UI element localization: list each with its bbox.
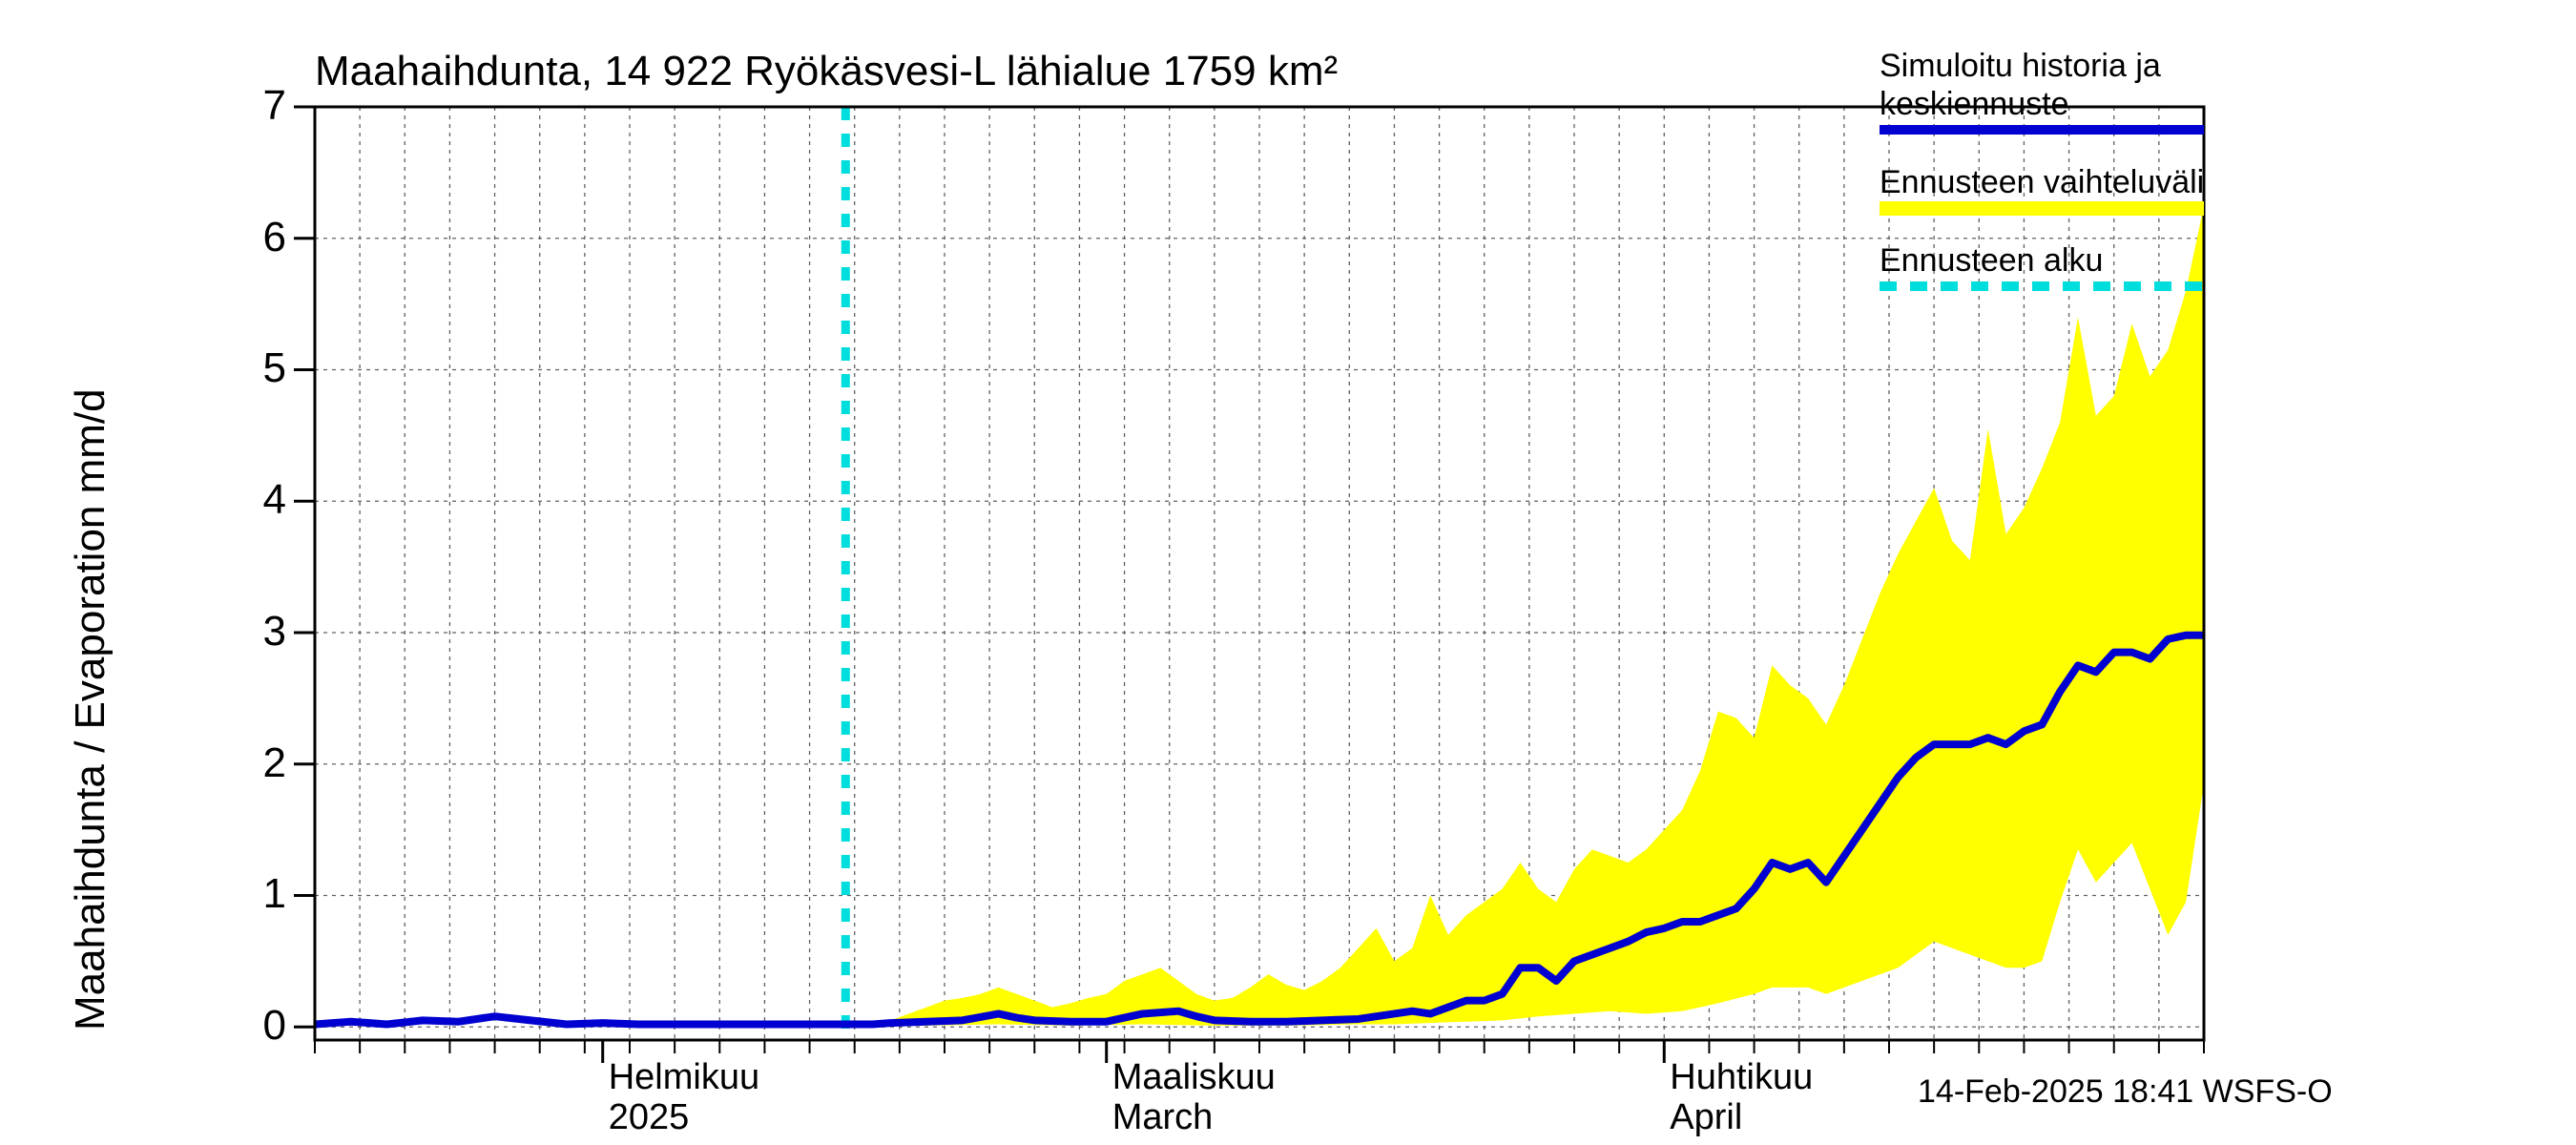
ytick-label: 4 [239, 476, 286, 524]
ytick-label: 7 [239, 82, 286, 130]
ytick-label: 3 [239, 608, 286, 656]
chart-container: Maahaihdunta, 14 922 Ryökäsvesi-L lähial… [0, 0, 2576, 1145]
legend-label: Ennusteen alku [1880, 242, 2103, 280]
xtick-month: Helmikuu [609, 1057, 759, 1098]
xtick-month-sub: April [1670, 1097, 1742, 1138]
legend-label: Simuloitu historia ja [1880, 48, 2161, 85]
ytick-label: 5 [239, 344, 286, 392]
chart-footer: 14-Feb-2025 18:41 WSFS-O [1918, 1073, 2333, 1111]
legend-label: Ennusteen vaihteluväli [1880, 164, 2204, 201]
ytick-label: 0 [239, 1002, 286, 1050]
ytick-label: 2 [239, 739, 286, 787]
xtick-month: Maaliskuu [1112, 1057, 1276, 1098]
ytick-label: 6 [239, 214, 286, 261]
xtick-month: Huhtikuu [1670, 1057, 1813, 1098]
legend-label: keskiennuste [1880, 86, 2068, 123]
xtick-month-sub: March [1112, 1097, 1214, 1138]
xtick-month-sub: 2025 [609, 1097, 690, 1138]
ytick-label: 1 [239, 870, 286, 918]
